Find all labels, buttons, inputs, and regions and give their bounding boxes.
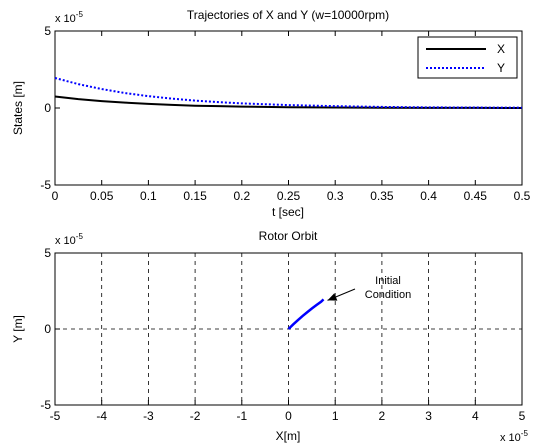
bottom-y-tick-label: 0 [44,322,51,336]
top-legend: X Y [417,36,518,79]
top-y-tick-label: 0 [44,101,51,115]
top-x-tick-label: 0.05 [90,189,114,203]
annotation-line-1: Initial [375,275,401,287]
top-x-ticks: 0 0.05 0.1 0.15 0.2 0.25 0.3 0.35 0.4 0.45 0.5 [52,31,531,203]
top-y-tick-label: -5 [40,178,51,192]
bottom-chart: Rotor Orbit x 10-5 -5 -4 -3 -2 -1 0 1 2 3 4 5 -5 0 5… [11,229,528,444]
bottom-series-lines [287,298,325,330]
bottom-y-axis-label: Y [m] [11,315,25,343]
series-y-line [54,77,523,109]
top-chart-title: Trajectories of X and Y (w=10000rpm) [187,8,389,22]
top-chart: Trajectories of X and Y (w=10000rpm) x 1… [11,8,531,219]
legend-box [417,36,518,79]
bottom-x-tick-label: 3 [425,409,432,423]
top-x-tick-label: 0.15 [183,189,207,203]
top-x-tick-label: 0.2 [233,189,250,203]
top-x-tick-label: 0.45 [464,189,488,203]
bottom-x-scale-note: x 10-5 [500,429,528,444]
top-x-tick-label: 0.5 [514,189,531,203]
bottom-x-tick-label: -2 [190,409,201,423]
bottom-x-ticks: -5 -4 -3 -2 -1 0 1 2 3 4 5 [50,400,526,423]
bottom-x-tick-label: -5 [50,409,61,423]
bottom-x-tick-label: 4 [472,409,479,423]
legend-y-label: Y [497,61,505,75]
bottom-x-axis-label: X[m] [276,429,301,443]
initial-condition-annotation: Initial Condition [327,275,411,301]
bottom-x-tick-label: 0 [285,409,292,423]
legend-x-label: X [497,42,505,56]
bottom-y-tick-label: -5 [40,398,51,412]
bottom-x-tick-label: -3 [143,409,154,423]
bottom-chart-title: Rotor Orbit [259,229,318,243]
bottom-x-tick-label: 1 [332,409,339,423]
top-x-tick-label: 0.25 [277,189,301,203]
annotation-line-2: Condition [365,289,411,301]
bottom-x-tick-label: 5 [519,409,526,423]
top-x-tick-label: 0.3 [327,189,344,203]
bottom-y-ticks: -5 0 5 [40,246,60,412]
top-y-axis-label: States [m] [11,81,25,135]
bottom-scale-note: x 10-5 [55,232,83,247]
bottom-y-tick-label: 5 [44,246,51,260]
top-scale-note: x 10-5 [55,10,83,25]
rotor-orbit-line [287,298,325,330]
top-series-lines [54,77,523,109]
annotation-arrow-head [327,293,338,301]
top-x-tick-label: 0 [52,189,59,203]
bottom-x-tick-label: -1 [236,409,247,423]
top-x-tick-label: 0.4 [420,189,437,203]
top-x-axis-label: t [sec] [272,205,304,219]
top-x-tick-label: 0.1 [140,189,157,203]
bottom-x-tick-label: -4 [96,409,107,423]
top-x-tick-label: 0.35 [370,189,394,203]
bottom-x-tick-label: 2 [379,409,386,423]
top-y-tick-label: 5 [44,24,51,38]
